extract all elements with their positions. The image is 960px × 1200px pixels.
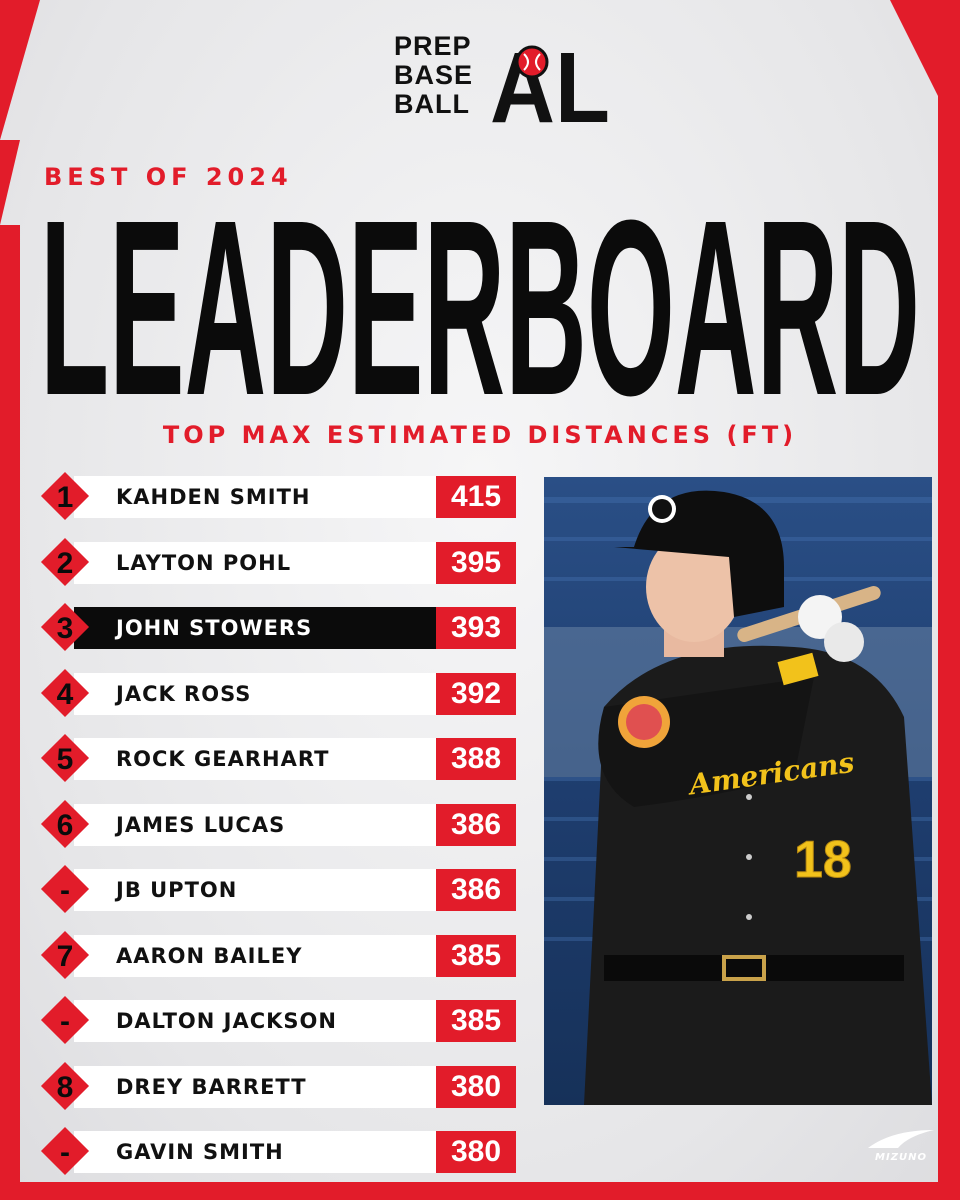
row-bar: [74, 1000, 436, 1042]
row-bar: [74, 1131, 436, 1173]
title-text: LEADERBOARD: [40, 198, 920, 408]
frame-left: [0, 225, 20, 1200]
row-bar: [74, 934, 436, 977]
rank-number: 3: [56, 612, 74, 645]
leaderboard-row: - GAVIN SMITH 380: [40, 1126, 516, 1176]
prep-baseball-logo: PREP BASE BALL AL: [394, 32, 616, 129]
distance-value: 385: [436, 1000, 516, 1042]
player-name: LAYTON POHL: [116, 550, 292, 575]
player-name: JACK ROSS: [116, 681, 252, 706]
distance-value: 380: [436, 1131, 516, 1173]
player-name: JAMES LUCAS: [116, 812, 286, 837]
rank-number: 7: [56, 939, 74, 973]
distance-value: 395: [436, 541, 516, 584]
rank-badge: 2: [40, 537, 90, 586]
leaderboard-row: 2 LAYTON POHL 395: [40, 537, 516, 586]
frame-corner-top-left: [0, 0, 40, 140]
player-name: KAHDEN SMITH: [116, 485, 311, 509]
rank-number: -: [60, 1005, 70, 1038]
jersey-number: 18: [794, 831, 852, 889]
rank-number: 6: [56, 808, 74, 842]
rank-badge: -: [40, 864, 90, 914]
sponsor-logo: MIZUNO: [862, 1126, 940, 1166]
leaderboard-row: - JB UPTON 386: [40, 864, 516, 914]
al-logo-mark: AL: [490, 32, 610, 128]
rank-number: 5: [56, 743, 74, 776]
player-name: GAVIN SMITH: [116, 1140, 284, 1164]
rank-badge: 3: [40, 602, 90, 652]
row-bar: [74, 1065, 436, 1108]
row-bar: [74, 738, 436, 780]
rank-badge: -: [40, 1126, 90, 1176]
leaderboard-row: 8 DREY BARRETT 380: [40, 1061, 516, 1110]
logo-line-2: BASE: [394, 60, 474, 90]
leaderboard-row: 6 JAMES LUCAS 386: [40, 799, 516, 848]
rank-number: -: [60, 1136, 70, 1169]
logo-mark-text: AL: [490, 32, 610, 128]
row-bar: [74, 672, 436, 715]
sponsor-name: MIZUNO: [875, 1152, 927, 1163]
leaderboard-row: - DALTON JACKSON 385: [40, 995, 516, 1045]
kicker-label: BEST OF 2024: [44, 163, 293, 191]
rank-badge: 8: [40, 1061, 90, 1110]
rank-badge: 1: [40, 471, 90, 521]
rank-number: 2: [56, 546, 74, 580]
row-bar: [74, 607, 436, 649]
distance-value: 392: [436, 672, 516, 715]
page-title: LEADERBOARD: [40, 168, 920, 447]
player-name: JOHN STOWERS: [116, 616, 313, 640]
rank-number: 8: [56, 1070, 74, 1104]
player-name: ROCK GEARHART: [116, 747, 330, 771]
rank-badge: -: [40, 995, 90, 1045]
rank-number: 1: [56, 481, 74, 514]
logo-wordmark: PREP BASE BALL: [394, 32, 484, 119]
row-bar: [74, 803, 436, 846]
frame-bottom: [0, 1182, 960, 1200]
leaderboard-row: 5 ROCK GEARHART 388: [40, 733, 516, 783]
distance-value: 415: [436, 476, 516, 518]
distance-value: 386: [436, 803, 516, 846]
distance-value: 380: [436, 1065, 516, 1108]
rank-badge: 5: [40, 733, 90, 783]
rank-badge: 6: [40, 799, 90, 848]
frame-right: [938, 0, 960, 1200]
runbird-icon: [868, 1130, 934, 1148]
distance-value: 388: [436, 738, 516, 780]
distance-value: 385: [436, 934, 516, 977]
leaderboard-row: 7 AARON BAILEY 385: [40, 930, 516, 979]
rank-badge: 4: [40, 668, 90, 717]
rank-badge: 7: [40, 930, 90, 979]
page-subtitle: TOP MAX ESTIMATED DISTANCES (FT): [162, 421, 798, 449]
distance-value: 393: [436, 607, 516, 649]
logo-line-1: PREP: [394, 31, 472, 61]
rank-number: -: [60, 874, 70, 907]
player-name: JB UPTON: [116, 878, 238, 902]
leaderboard-row: 4 JACK ROSS 392: [40, 668, 516, 717]
distance-value: 386: [436, 869, 516, 911]
player-photo: Americans 18: [544, 477, 932, 1105]
row-bar: [74, 869, 436, 911]
player-name: DREY BARRETT: [116, 1074, 307, 1099]
rank-number: 4: [56, 677, 74, 711]
leaderboard-row: 3 JOHN STOWERS 393: [40, 602, 516, 652]
logo-line-3: BALL: [394, 89, 470, 119]
row-bar: [74, 476, 436, 518]
player-name: AARON BAILEY: [116, 943, 303, 968]
player-name: DALTON JACKSON: [116, 1009, 337, 1033]
leaderboard-row: 1 KAHDEN SMITH 415: [40, 471, 516, 521]
row-bar: [74, 541, 436, 584]
frame-notch-left: [0, 140, 20, 225]
frame-corner-top-right: [890, 0, 960, 140]
